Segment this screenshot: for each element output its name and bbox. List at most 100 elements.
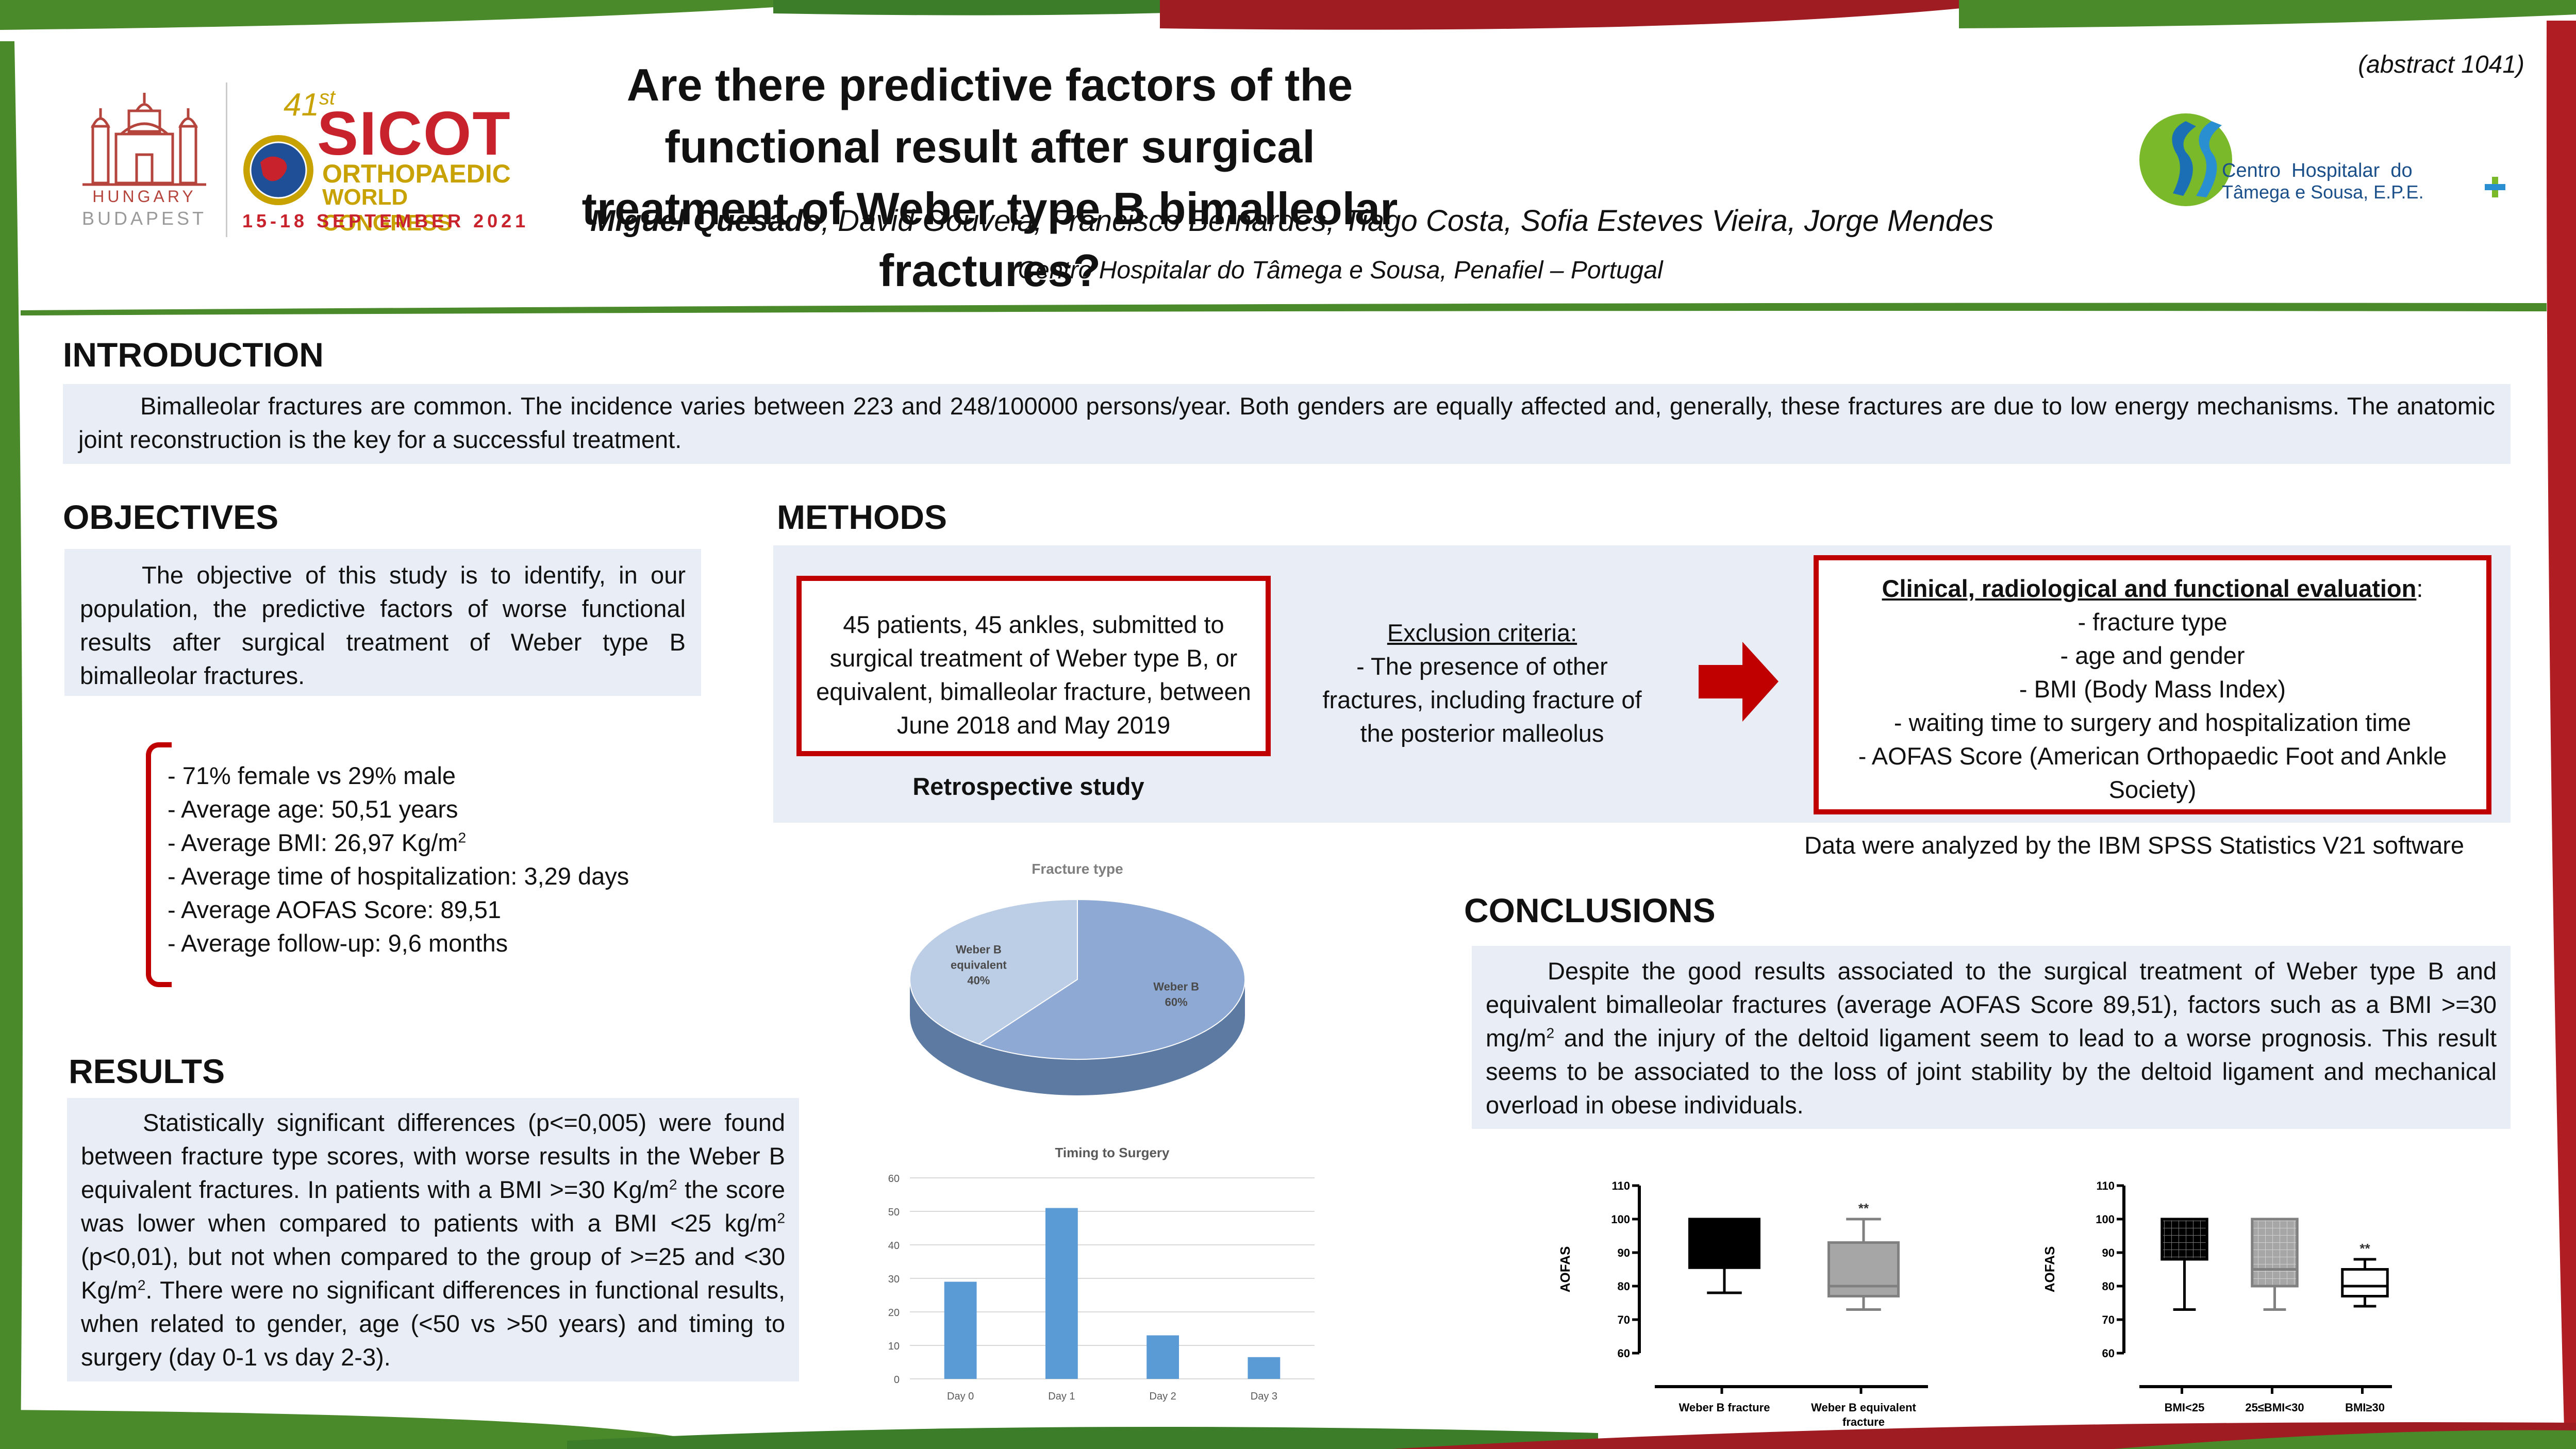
conclusions-heading: CONCLUSIONS — [1464, 891, 1716, 929]
software-note: Data were analyzed by the IBM SPSS Stati… — [1804, 831, 2465, 859]
boxplot-box — [2160, 1218, 2208, 1261]
bmi-unit-superscript: 2 — [458, 829, 467, 846]
hospital-logo: Centro Hospitalar do Tâmega e Sousa, E.P… — [2134, 111, 2505, 209]
aofas-fracture-type-boxplot: AOFAS 60 70 80 90 100 110 Weber B fracture ** Web… — [1557, 1179, 1928, 1428]
bar — [1045, 1208, 1078, 1379]
demographic-item: - Average age: 50,51 years — [168, 795, 458, 823]
study-type: Retrospective study — [912, 773, 1144, 800]
bar-y-tick: 20 — [888, 1307, 900, 1319]
hospital-logo-line1: Centro Hospitalar do — [2222, 160, 2413, 181]
congress-edition-suffix: st — [319, 86, 336, 109]
congress-city-line1: HUNGARY — [92, 187, 196, 206]
hospital-cross-icon — [2485, 177, 2505, 197]
results-box: Statistically significant differences (p… — [67, 1098, 799, 1381]
pie-slice-label: Weber B — [1153, 980, 1199, 993]
fracture-type-pie-chart: Fracture type Weber B 60% Weber B equivalent… — [909, 861, 1245, 1095]
congress-name: SICOT — [317, 99, 511, 168]
evaluation-colon: : — [2416, 575, 2423, 602]
patients-text: 45 patients, 45 ankles, submitted to sur… — [816, 611, 1251, 739]
bar-y-tick: 60 — [888, 1173, 900, 1185]
bar-y-tick: 0 — [894, 1374, 900, 1386]
bar-x-tick: Day 0 — [947, 1391, 974, 1402]
coauthors: , David Gouveia, Francisco Bernardes, Ti… — [821, 204, 1994, 238]
demographic-item: - Average BMI: 26,97 Kg/m2 — [168, 826, 629, 859]
poster-title-line1: Are there predictive factors of the func… — [626, 59, 1353, 172]
abstract-id: (abstract 1041) — [2358, 51, 2524, 78]
evaluation-item: - age and gender — [2060, 642, 2245, 669]
pie-title: Fracture type — [1032, 861, 1123, 877]
exclusion-criteria: Exclusion criteria: - The presence of ot… — [1304, 616, 1660, 750]
boxplot-y-tick: 80 — [1618, 1280, 1630, 1293]
timing-to-surgery-bar-chart: Timing to Surgery 0 10 20 30 40 50 60 Day 0 Day 1… — [888, 1145, 1315, 1402]
boxplot-box — [2341, 1268, 2389, 1297]
evaluation-title: Clinical, radiological and functional ev… — [1882, 575, 2417, 602]
pie-slice-percent: 60% — [1165, 996, 1188, 1009]
poster-title-line2: treatment of Weber type B bimalleolar fr… — [581, 183, 1398, 296]
congress-logo: HUNGARY BUDAPEST 41st SICOT ORTHOPAEDIC … — [75, 77, 525, 242]
pie-slice-label: equivalent — [951, 958, 1007, 971]
methods-heading: METHODS — [777, 498, 947, 536]
bar — [1146, 1335, 1179, 1379]
hospital-logo-line2: Tâmega e Sousa, E.P.E. — [2222, 181, 2424, 203]
boxplot-y-tick: 70 — [1618, 1313, 1630, 1326]
authors: Miguel Quesado, David Gouveia, Francisco… — [590, 204, 2137, 238]
boxplot-box — [2251, 1218, 2299, 1288]
bar-x-tick: Day 1 — [1048, 1391, 1075, 1402]
arrow-right-icon — [1699, 642, 1779, 722]
evaluation-title-line: Clinical, radiological and functional ev… — [1829, 572, 2476, 605]
hospital-logo-mark — [2139, 113, 2232, 206]
evaluation-item: - BMI (Body Mass Index) — [2019, 675, 2286, 703]
evaluation-box: Clinical, radiological and functional ev… — [1814, 555, 2491, 814]
congress-dates: 15-18 SEPTEMBER 2021 — [242, 210, 529, 231]
introduction-heading: INTRODUCTION — [63, 336, 324, 374]
objectives-heading: OBJECTIVES — [63, 498, 279, 536]
boxplot-y-tick: 80 — [2102, 1280, 2115, 1293]
boxplot-significance-mark: ** — [2359, 1241, 2370, 1256]
patients-box: 45 patients, 45 ankles, submitted to sur… — [796, 576, 1271, 756]
pie-slice-percent: 40% — [967, 974, 990, 987]
boxplot-x-label: BMI<25 — [2165, 1401, 2205, 1414]
demographic-item: - Average AOFAS Score: 89,51 — [168, 896, 502, 923]
boxplot-y-tick: 110 — [2097, 1179, 2115, 1192]
congress-edition: 41st — [284, 87, 335, 123]
poster-title: Are there predictive factors of the func… — [567, 54, 1412, 302]
conclusions-box: Despite the good results associated to t… — [1472, 946, 2511, 1129]
demographics-list: - 71% female vs 29% male - Average age: … — [168, 759, 629, 960]
demographics-bracket — [146, 742, 172, 987]
demographic-item: - Average time of hospitalization: 3,29 … — [168, 862, 629, 890]
evaluation-item: - AOFAS Score (American Orthopaedic Foot… — [1858, 742, 2447, 803]
boxplot-significance-mark: ** — [1858, 1201, 1869, 1216]
evaluation-item: - waiting time to surgery and hospitaliz… — [1893, 709, 2412, 736]
pie-slice — [977, 898, 1245, 1060]
boxplot-y-tick: 70 — [2102, 1313, 2115, 1326]
evaluation-item: - fracture type — [2078, 608, 2228, 636]
boxplot-y-tick: 110 — [1612, 1179, 1631, 1192]
bar — [1248, 1357, 1281, 1379]
boxplot-box — [1827, 1241, 1900, 1297]
demographic-item: - 71% female vs 29% male — [168, 762, 456, 789]
boxplot-x-label: BMI≥30 — [2345, 1401, 2385, 1414]
pie-slice — [909, 898, 1078, 1045]
bar-y-tick: 50 — [888, 1207, 900, 1218]
introduction-box: Bimalleolar fractures are common. The in… — [63, 384, 2511, 464]
boxplot-y-label: AOFAS — [1557, 1246, 1573, 1293]
congress-line3: WORLD CONGRESS — [322, 185, 452, 236]
bar-x-tick: Day 3 — [1251, 1391, 1277, 1402]
bar-chart-title: Timing to Surgery — [1055, 1145, 1170, 1160]
bar-y-tick: 10 — [888, 1341, 900, 1352]
bar-y-tick: 30 — [888, 1274, 900, 1285]
congress-line2: ORTHOPAEDIC — [322, 159, 511, 188]
basilica-icon — [82, 93, 206, 186]
results-heading: RESULTS — [69, 1052, 225, 1090]
bar-y-tick: 40 — [888, 1240, 900, 1252]
globe-icon — [243, 135, 313, 205]
boxplot-y-tick: 60 — [1618, 1347, 1630, 1360]
objectives-box: The objective of this study is to identi… — [64, 549, 701, 696]
boxplot-y-tick: 90 — [2102, 1246, 2115, 1259]
bar-x-tick: Day 2 — [1150, 1391, 1176, 1402]
congress-edition-number: 41 — [284, 87, 319, 123]
affiliation: Centro Hospitalar do Tâmega e Sousa, Pen… — [1018, 257, 1663, 284]
boxplot-y-tick: 100 — [1611, 1213, 1630, 1226]
boxplot-x-label: Weber B equivalent — [1811, 1401, 1916, 1414]
